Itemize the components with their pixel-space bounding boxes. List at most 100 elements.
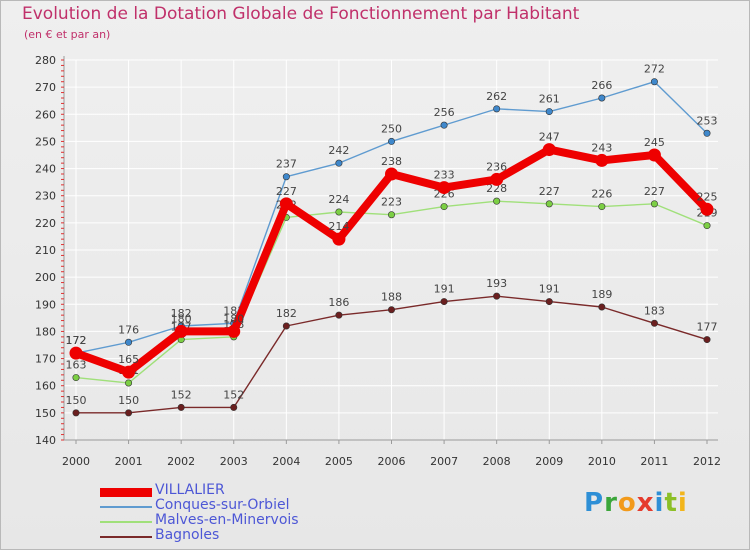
legend-label: Bagnoles [155, 527, 220, 543]
data-point [598, 94, 606, 102]
data-point [335, 208, 343, 216]
y-tick-label: 140 [35, 434, 56, 447]
legend-swatch [100, 506, 152, 508]
data-label: 172 [66, 334, 87, 347]
data-point [598, 203, 606, 211]
data-point [332, 232, 346, 246]
data-point [703, 336, 711, 344]
data-label: 189 [591, 288, 612, 301]
legend-label: Conques-sur-Orbiel [155, 497, 290, 513]
data-point [69, 346, 83, 360]
series-villalier: 172 165 180 180 227 214 238 233 236 247 243 245 225 [66, 131, 718, 379]
data-label: 152 [171, 388, 192, 401]
data-point [542, 143, 556, 157]
x-tick-label: 2011 [640, 455, 668, 468]
x-tick-label: 2004 [272, 455, 300, 468]
y-tick-label: 230 [35, 190, 56, 203]
data-label: 180 [223, 312, 244, 325]
data-label: 262 [486, 90, 507, 103]
data-label: 253 [697, 114, 718, 127]
data-label: 152 [223, 388, 244, 401]
data-point [493, 105, 501, 113]
y-tick-label: 260 [35, 108, 56, 121]
data-point [279, 197, 293, 211]
data-label: 238 [381, 155, 402, 168]
data-point [650, 319, 658, 327]
data-point [440, 121, 448, 129]
data-label: 247 [539, 131, 560, 144]
data-point [125, 338, 133, 346]
data-label: 272 [644, 63, 665, 76]
x-tick-label: 2005 [325, 455, 353, 468]
y-tick-label: 250 [35, 135, 56, 148]
data-label: 214 [328, 220, 349, 233]
data-label: 227 [539, 185, 560, 198]
data-point [703, 129, 711, 137]
data-point [647, 148, 661, 162]
data-point [72, 409, 80, 417]
data-label: 180 [171, 312, 192, 325]
x-tick-label: 2002 [167, 455, 195, 468]
data-label: 150 [66, 394, 87, 407]
x-tick-label: 2001 [115, 455, 143, 468]
y-tick-label: 270 [35, 81, 56, 94]
x-tick-label: 2007 [430, 455, 458, 468]
x-tick-label: 2010 [588, 455, 616, 468]
data-label: 236 [486, 160, 507, 173]
y-tick-label: 240 [35, 163, 56, 176]
legend-swatch [100, 536, 152, 538]
data-label: 261 [539, 93, 560, 106]
data-point [440, 203, 448, 211]
x-tick-label: 2008 [483, 455, 511, 468]
data-point [598, 303, 606, 311]
data-point [700, 202, 714, 216]
y-tick-label: 200 [35, 271, 56, 284]
y-tick-label: 170 [35, 353, 56, 366]
data-point [650, 78, 658, 86]
data-point [493, 292, 501, 300]
chart-title: Evolution de la Dotation Globale de Fonc… [22, 4, 580, 24]
y-tick-label: 180 [35, 325, 56, 338]
data-label: 243 [591, 141, 612, 154]
data-label: 183 [644, 304, 665, 317]
legend-swatch [100, 521, 152, 523]
data-point [437, 181, 451, 195]
data-point [122, 365, 136, 379]
data-label: 266 [591, 79, 612, 92]
y-tick-label: 280 [35, 54, 56, 67]
series-bagnoles: 150 150 152 152 182 186 188 191 193 191 189 183 177 [66, 277, 718, 417]
data-label: 227 [276, 185, 297, 198]
data-point [545, 200, 553, 208]
data-point [545, 108, 553, 116]
data-point [387, 306, 395, 314]
data-label: 191 [434, 283, 455, 296]
data-label: 226 [591, 188, 612, 201]
data-label: 227 [644, 185, 665, 198]
data-point [335, 311, 343, 319]
data-label: 182 [171, 307, 192, 320]
data-label: 163 [66, 359, 87, 372]
data-label: 228 [486, 182, 507, 195]
data-point [174, 324, 188, 338]
data-point [230, 403, 238, 411]
data-label: 188 [381, 291, 402, 304]
x-tick-label: 2003 [220, 455, 248, 468]
y-tick-label: 210 [35, 244, 56, 257]
data-label: 242 [328, 144, 349, 157]
data-label: 233 [434, 169, 455, 182]
x-tick-label: 2009 [535, 455, 563, 468]
chart-subtitle: (en € et par an) [24, 28, 111, 41]
data-point [282, 322, 290, 330]
data-point [387, 211, 395, 219]
y-tick-label: 150 [35, 407, 56, 420]
data-point [387, 137, 395, 145]
x-tick-label: 2000 [62, 455, 90, 468]
line-chart: 140 150 160 170 180 190 200 210 220 230 240 250 260 2… [35, 54, 721, 468]
data-label: 193 [486, 277, 507, 290]
data-label: 223 [381, 196, 402, 209]
data-point [493, 197, 501, 205]
legend-label: VILLALIER [155, 482, 225, 498]
data-point [125, 409, 133, 417]
data-label: 225 [697, 190, 718, 203]
